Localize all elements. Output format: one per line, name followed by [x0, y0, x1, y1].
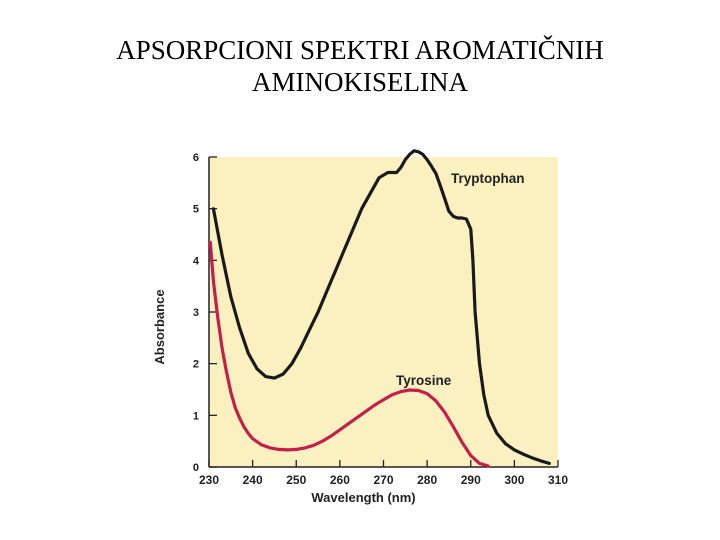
x-tick-label: 240 — [243, 473, 263, 487]
y-tick-label: 5 — [193, 204, 199, 216]
y-tick-label: 0 — [193, 462, 199, 474]
x-tick-label: 260 — [330, 473, 350, 487]
x-tick-label: 300 — [504, 473, 524, 487]
x-tick-label: 270 — [373, 473, 393, 487]
y-axis-title: Absorbance — [152, 289, 167, 364]
y-tick-label: 2 — [193, 359, 199, 371]
title-line-1: APSORPCIONI SPEKTRI AROMATIČNIH — [116, 35, 604, 65]
x-axis-title: Wavelength (nm) — [311, 490, 415, 505]
plot-area — [209, 157, 558, 467]
x-tick-label: 230 — [199, 473, 219, 487]
y-tick-label: 3 — [193, 307, 199, 319]
series-label-tyrosine: Tyrosine — [396, 373, 452, 388]
page-title: APSORPCIONI SPEKTRI AROMATIČNIH AMINOKIS… — [60, 34, 660, 98]
x-tick-label: 250 — [286, 473, 306, 487]
axes: 0 1 2 3 4 5 6 230 240 250 260 270 280 290 300 310 — [193, 152, 568, 487]
series-layer: Tryptophan Tyrosine — [208, 149, 551, 468]
series-line-tyrosine — [208, 240, 490, 468]
y-tick-label: 6 — [193, 152, 199, 164]
x-tick-label: 280 — [417, 473, 437, 487]
y-tick-label: 1 — [193, 410, 199, 422]
series-label-tryptophan: Tryptophan — [451, 171, 525, 186]
y-tick-label: 4 — [193, 255, 200, 267]
x-tick-label: 290 — [461, 473, 481, 487]
title-line-2: AMINOKISELINA — [252, 67, 468, 97]
x-tick-label: 310 — [548, 473, 568, 487]
series-line-tryptophan — [211, 149, 551, 465]
